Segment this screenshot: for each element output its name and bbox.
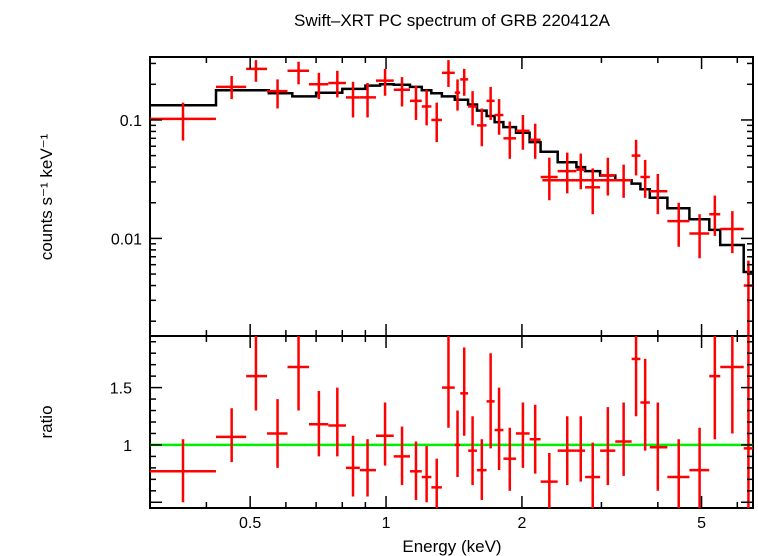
ratio-point-26 bbox=[576, 416, 586, 482]
model-curve bbox=[150, 83, 753, 274]
ratio-point-18 bbox=[476, 439, 487, 500]
ratio-point-2 bbox=[246, 336, 268, 411]
spectrum-point-34 bbox=[689, 214, 710, 259]
chart-title: Swift–XRT PC spectrum of GRB 220412A bbox=[294, 11, 611, 30]
ratio-point-27 bbox=[585, 442, 601, 508]
ratio-y-ticks: 1.51 bbox=[110, 340, 753, 504]
ratio-point-22 bbox=[515, 402, 530, 468]
spectrum-point-22 bbox=[515, 115, 530, 150]
spectrum-point-14 bbox=[441, 60, 455, 87]
x-tick-label: 2 bbox=[517, 515, 526, 532]
ratio-point-35 bbox=[709, 336, 721, 440]
spectrum-point-28 bbox=[600, 157, 616, 196]
ratio-point-15 bbox=[454, 410, 461, 478]
spectrum-panel: 0.1 0.01 counts s⁻¹ keV⁻¹ bbox=[37, 56, 754, 337]
x-tick-label: 5 bbox=[697, 515, 706, 532]
spectrum-point-31 bbox=[640, 159, 650, 198]
spectrum-point-1 bbox=[215, 76, 247, 100]
ratio-point-29 bbox=[615, 402, 632, 476]
spectrum-point-29 bbox=[542, 164, 632, 198]
x-axis-label: Energy (keV) bbox=[402, 537, 501, 556]
ratio-point-17 bbox=[468, 416, 477, 486]
ratio-x-ticks: 0.5 1 2 5 bbox=[149, 336, 739, 532]
spectrum-point-15 bbox=[454, 79, 461, 111]
spectrum-point-19 bbox=[486, 86, 495, 120]
ratio-y-tick-label: 1.5 bbox=[110, 381, 132, 398]
ratio-point-10 bbox=[393, 426, 410, 486]
spectrum-point-8 bbox=[359, 83, 376, 118]
x-tick-label: 1 bbox=[382, 515, 391, 532]
ratio-data-points bbox=[150, 336, 753, 508]
ratio-point-3 bbox=[267, 399, 288, 468]
spectrum-point-11 bbox=[409, 85, 422, 120]
spectrum-y-ticks: 0.1 0.01 bbox=[111, 62, 753, 322]
spectrum-point-33 bbox=[667, 202, 690, 247]
spectrum-point-26 bbox=[576, 153, 586, 190]
ratio-point-25 bbox=[557, 416, 577, 486]
spectrum-point-30 bbox=[631, 139, 641, 176]
ratio-point-1 bbox=[215, 408, 247, 463]
spectrum-y-axis-label: counts s⁻¹ keV⁻¹ bbox=[37, 133, 56, 260]
spectrum-y-tick-label: 0.01 bbox=[111, 231, 142, 248]
ratio-point-14 bbox=[441, 336, 455, 428]
spectrum-point-32 bbox=[649, 173, 668, 215]
ratio-point-23 bbox=[529, 404, 541, 474]
ratio-point-30 bbox=[631, 336, 641, 417]
ratio-y-axis-label: ratio bbox=[37, 405, 56, 438]
spectrum-point-20 bbox=[494, 99, 504, 135]
spectrum-point-35 bbox=[709, 195, 721, 236]
ratio-point-24 bbox=[540, 452, 558, 508]
ratio-point-16 bbox=[460, 347, 469, 436]
ratio-panel: 1.51 0.5 1 2 5 ratio Energy (keV) bbox=[37, 335, 754, 556]
ratio-point-11 bbox=[409, 441, 422, 500]
ratio-point-9 bbox=[375, 402, 394, 466]
spectrum-point-23 bbox=[529, 123, 541, 159]
spectrum-plot-frame bbox=[149, 56, 754, 337]
spectrum-point-0 bbox=[150, 102, 216, 141]
spectrum-point-18 bbox=[476, 108, 487, 147]
spectrum-point-5 bbox=[308, 72, 329, 100]
spectrum-point-6 bbox=[328, 70, 346, 98]
spectrum-point-27 bbox=[585, 168, 601, 215]
ratio-point-13 bbox=[431, 458, 442, 508]
spectrum-point-17 bbox=[468, 91, 477, 126]
ratio-point-36 bbox=[720, 336, 744, 434]
spectrum-point-2 bbox=[246, 60, 268, 82]
ratio-point-20 bbox=[494, 387, 504, 471]
ratio-point-19 bbox=[486, 353, 495, 449]
spectrum-point-36 bbox=[720, 211, 744, 254]
spectrum-point-7 bbox=[345, 81, 360, 118]
ratio-point-6 bbox=[328, 387, 346, 457]
spectrum-point-21 bbox=[503, 121, 516, 159]
spectrum-point-13 bbox=[431, 102, 442, 143]
spectrum-y-tick-label: 0.1 bbox=[120, 113, 142, 130]
spectrum-point-25 bbox=[557, 152, 577, 194]
ratio-point-21 bbox=[503, 427, 516, 491]
ratio-point-5 bbox=[308, 391, 329, 457]
ratio-point-31 bbox=[640, 358, 650, 451]
ratio-y-tick-label: 1 bbox=[123, 438, 132, 455]
ratio-point-34 bbox=[689, 427, 710, 508]
ratio-point-12 bbox=[421, 446, 432, 503]
spectrum-point-10 bbox=[393, 77, 410, 107]
ratio-point-8 bbox=[359, 439, 376, 497]
ratio-point-28 bbox=[600, 407, 616, 486]
spectrum-point-4 bbox=[287, 61, 309, 85]
ratio-point-32 bbox=[649, 402, 668, 491]
model-step-line bbox=[150, 83, 753, 274]
ratio-point-0 bbox=[150, 439, 216, 503]
ratio-plot-frame bbox=[149, 335, 754, 509]
ratio-point-4 bbox=[287, 336, 309, 411]
spectrum-point-3 bbox=[267, 79, 288, 109]
spectrum-point-12 bbox=[421, 89, 432, 126]
x-tick-label: 0.5 bbox=[239, 515, 261, 532]
ratio-point-33 bbox=[667, 439, 690, 508]
spectrum-point-9 bbox=[375, 68, 394, 96]
ratio-point-7 bbox=[345, 435, 360, 497]
spectrum-point-16 bbox=[460, 68, 469, 96]
